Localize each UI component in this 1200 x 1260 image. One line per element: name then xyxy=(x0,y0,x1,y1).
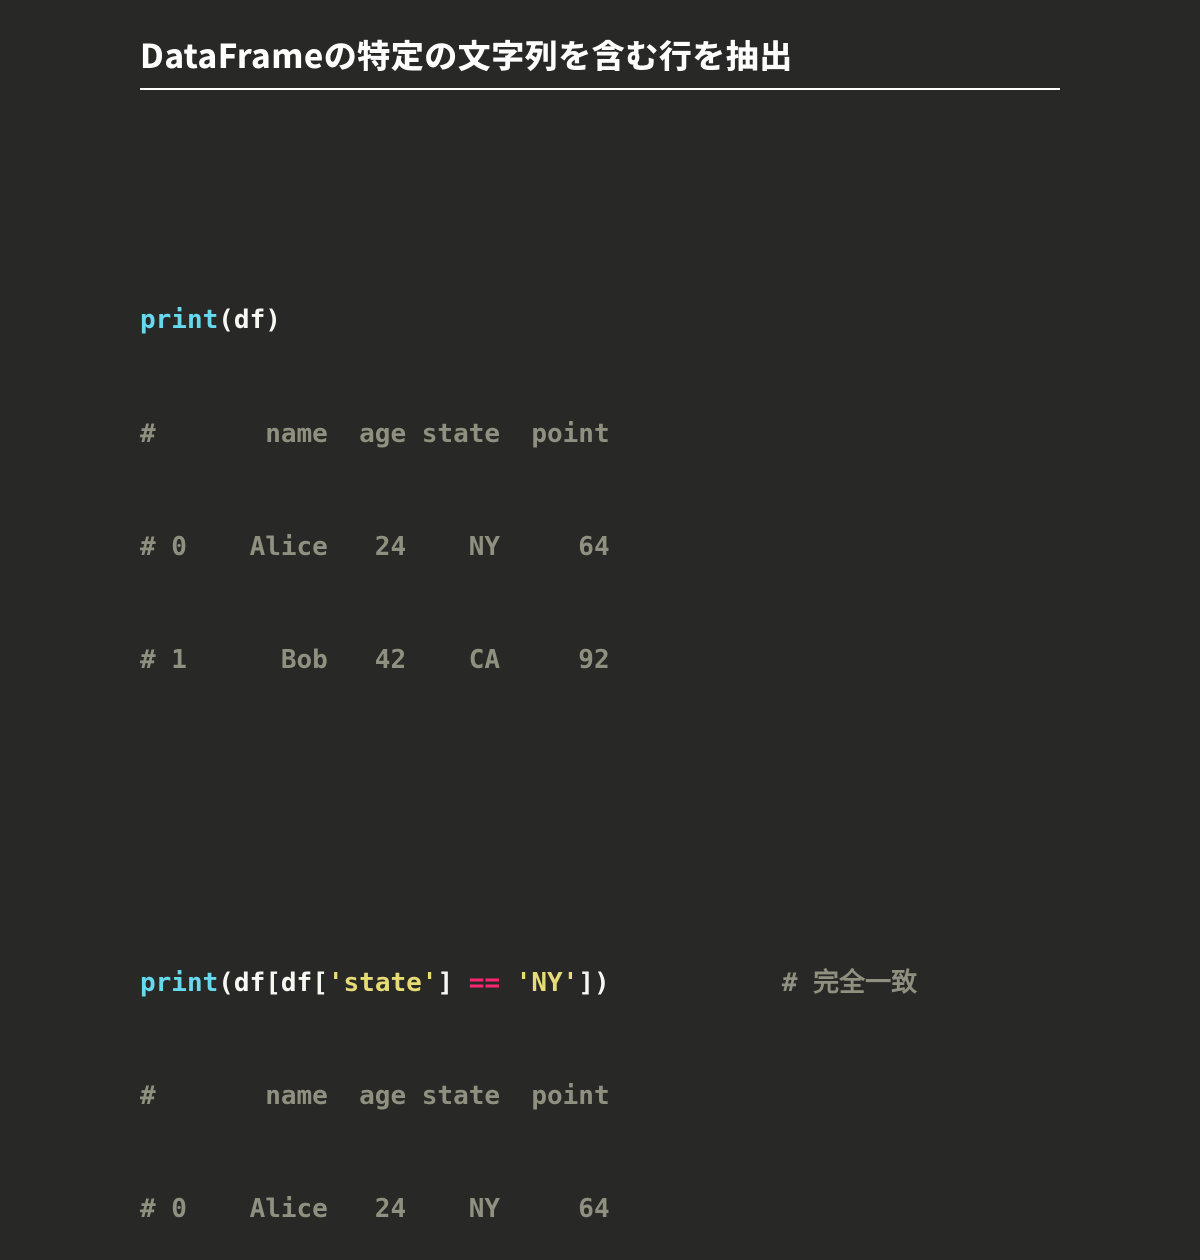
token-str: 'state' xyxy=(328,968,438,998)
token-punct: ]) xyxy=(578,968,609,998)
trailing-comment: # 完全一致 xyxy=(610,968,918,998)
page-title: DataFrameの特定の文字列を含む行を抽出 xyxy=(140,30,1060,90)
token-punct: ] xyxy=(437,968,468,998)
code-output-line: # name age state point xyxy=(140,416,1060,454)
token-str: 'NY' xyxy=(516,968,579,998)
code-call-line: print(df) xyxy=(140,302,1060,340)
token-op: == xyxy=(469,968,500,998)
code-area: print(df) # name age state point # 0 Ali… xyxy=(140,114,1060,1260)
token-fn: print xyxy=(140,305,218,335)
code-block-0: print(df) # name age state point # 0 Ali… xyxy=(140,227,1060,755)
token-punct: (df[df[ xyxy=(218,968,328,998)
token-fn: print xyxy=(140,968,218,998)
code-output-line: # 0 Alice 24 NY 64 xyxy=(140,1191,1060,1229)
token-punct xyxy=(500,968,516,998)
code-block-1: print(df[df['state'] == 'NY']) # 完全一致 # … xyxy=(140,890,1060,1260)
code-call-line: print(df[df['state'] == 'NY']) # 完全一致 xyxy=(140,965,1060,1003)
code-output-line: # 0 Alice 24 NY 64 xyxy=(140,529,1060,567)
code-output-line: # name age state point xyxy=(140,1078,1060,1116)
code-output-line: # 1 Bob 42 CA 92 xyxy=(140,642,1060,680)
token-punct: (df) xyxy=(218,305,281,335)
